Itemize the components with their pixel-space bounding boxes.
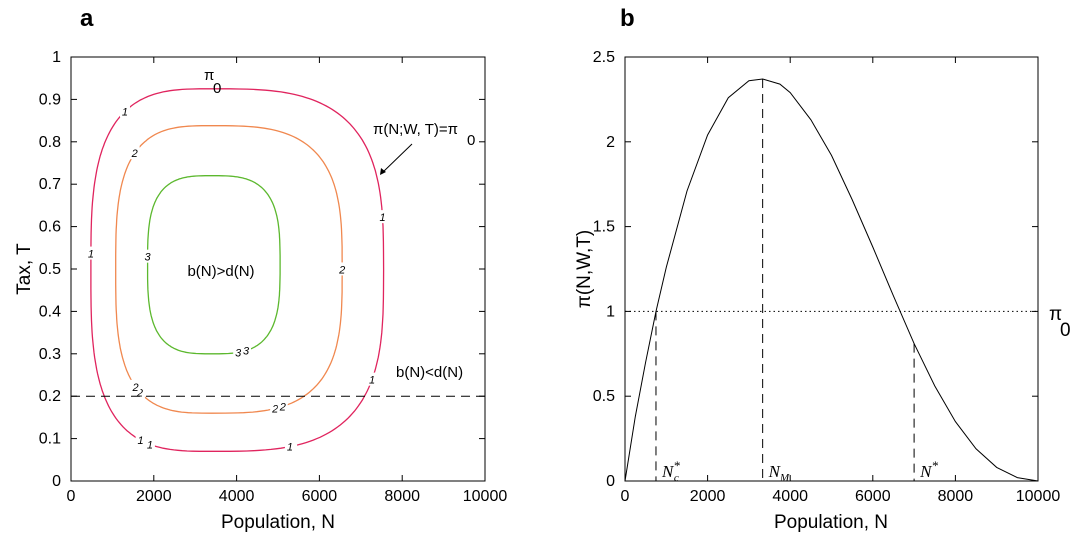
marker-label-sup: * [931,458,938,473]
equation-arrow-head [380,168,386,175]
contour-label-gap [130,379,141,393]
x-tick-label-a: 10000 [463,488,508,505]
y-tick-label-a: 0.9 [39,91,61,108]
contour-label: 2 [131,382,138,394]
contour-label-gap [233,345,244,359]
marker-label-sub: M [779,472,790,484]
x-tick-label-b: 4000 [772,488,808,505]
contour-label: 1 [138,435,144,447]
y-tick-label-a: 0 [52,473,61,490]
x-tick-label-b: 10000 [1016,488,1061,505]
y-tick-label-a: 0.5 [39,261,61,278]
contour-label-gap [270,401,281,415]
series-line [624,78,1039,482]
y-tick-label-b: 0 [606,473,615,490]
marker-label: N* [919,458,938,481]
contour-level-3 [146,175,281,355]
y-axis-label-a: Tax, T [14,243,35,295]
contour-equation-text: π(N;W, T)=π [373,121,458,138]
pi0-symbol: π [204,67,214,84]
pi0-subscript: 0 [213,80,221,97]
contour-label: 3 [235,347,242,359]
y-tick-label-a: 0.1 [39,431,61,448]
x-tick-label-a: 6000 [302,488,338,505]
y-tick-label-a: 0.6 [39,219,61,236]
contour-label-gap [144,437,155,451]
x-tick-label-b: 2000 [690,488,726,505]
reference-label-subscript: 0 [1060,320,1071,341]
contour-level-1 [90,88,385,452]
contour-label: 3 [145,252,152,264]
y-tick-label-b: 0.5 [593,388,615,405]
contour-label: 1 [88,249,94,261]
marker-label: NM [768,462,790,484]
panel-label-a: a [80,5,94,32]
inside-label: b(N)>d(N) [187,263,254,280]
ticks-b: 0 2000 4000 6000 8000 10000 0 0.5 1 1.5 2 2.5 [593,49,1061,505]
x-tick-label-a: 8000 [384,488,420,505]
x-tick-label-a: 4000 [219,488,255,505]
pi0-label-right: π 0 [1049,304,1071,341]
x-tick-label-a: 0 [67,488,76,505]
y-tick-label-b: 1.5 [593,219,615,236]
contour-label: 1 [122,106,128,118]
y-tick-label-b: 1 [606,303,615,320]
marker-label-sup: * [673,458,680,473]
contour-label-gap [119,104,130,118]
contour-label: 1 [287,442,293,454]
contour-label: 2 [271,404,278,416]
pi0-label-top: π 0 [204,67,221,97]
x-axis-label-b: Population, N [774,512,888,533]
reference-label-symbol: π [1049,304,1062,325]
x-tick-label-b: 8000 [938,488,974,505]
marker-label-sub: c [674,472,679,484]
contour-label: 2 [279,401,286,413]
panel-a: Population, N Tax, T 0 2000 4000 6000 8000 10… [14,49,507,533]
contour-label-gap [277,399,288,413]
contour-label-gap [284,439,295,453]
contour-label-gap [377,210,388,224]
marker-label: N* c [661,458,680,484]
y-tick-label-b: 2 [606,134,615,151]
markers-b: N* c NM N* [655,79,938,484]
contour-label: 2 [131,148,138,160]
y-tick-label-a: 0.8 [39,134,61,151]
y-tick-label-b: 2.5 [593,49,615,66]
y-tick-label-a: 0.2 [39,388,61,405]
outside-label: b(N)<d(N) [396,364,463,381]
contour-label-gap [142,249,153,263]
contour-label-gap [367,372,378,386]
equation-arrow-line [381,143,413,174]
contour-label: 2 [338,264,345,276]
contour-equation: π(N;W, T)=π 0 [373,121,475,149]
y-tick-label-a: 0.7 [39,176,61,193]
y-tick-label-a: 0.4 [39,303,61,320]
contour-label: 1 [369,375,375,387]
y-tick-label-a: 0.3 [39,346,61,363]
contour-label-gap [337,262,348,276]
contour-label: 2 [136,387,143,399]
ticks-a: 0 2000 4000 6000 8000 10000 0 0.1 0.2 0.3 0.4 0.5 0.… [39,49,508,505]
contour-label: 3 [243,346,250,358]
contour-label-gap [241,343,252,357]
panel-label-b: b [620,5,635,32]
x-tick-label-a: 2000 [136,488,172,505]
contour-label: 1 [147,439,153,451]
contour-label-gap [85,246,96,260]
y-axis-label-b: π(N,W,T) [574,230,595,309]
x-tick-label-b: 0 [621,488,630,505]
x-axis-label-a: Population, N [221,512,335,533]
contour-equation-subscript: 0 [467,132,475,149]
y-tick-label-a: 1 [52,49,61,66]
plot-frame-b [624,56,1039,482]
panel-b: Population, N π(N,W,T) 0 2000 4000 6000 8000… [574,49,1071,533]
contour-label-gap [129,146,140,160]
contour-label: 1 [379,212,385,224]
x-tick-label-b: 6000 [855,488,891,505]
contour-level-2 [115,125,343,414]
contour-label-gap [135,433,146,447]
